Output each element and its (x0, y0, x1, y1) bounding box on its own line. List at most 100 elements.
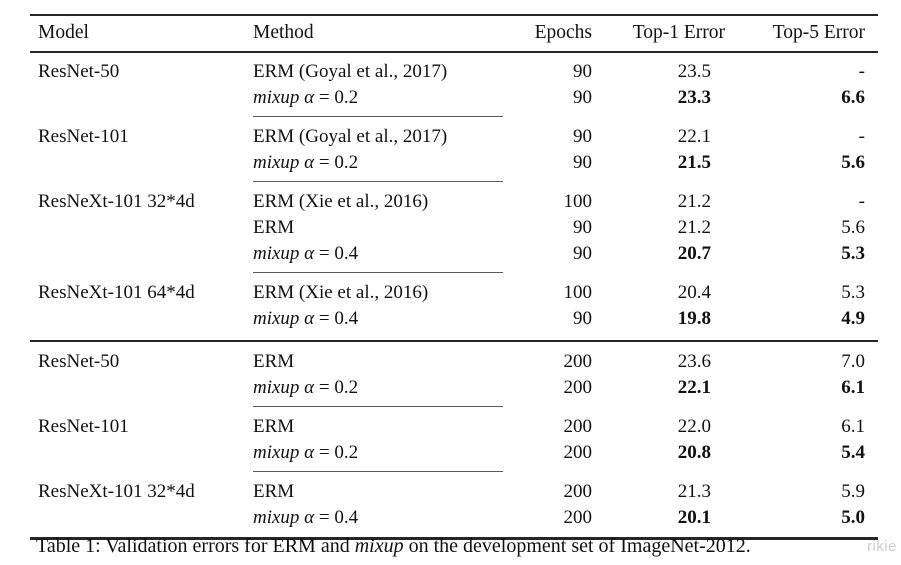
model-cell: ResNet-50 (38, 61, 120, 82)
top5-cell: 7.0 (841, 351, 865, 372)
top1-cell: 23.6 (677, 351, 711, 372)
top5-cell: 5.9 (841, 481, 865, 502)
top5-cell: 6.6 (841, 87, 865, 108)
top1-cell: 21.3 (677, 481, 711, 502)
top1-cell: 20.4 (677, 282, 711, 303)
mixup-label: mixup α (253, 377, 315, 398)
epochs-cell: 200 (563, 416, 593, 437)
epochs-cell: 100 (563, 191, 593, 212)
mixup-label: mixup α (253, 87, 315, 108)
model-cell: ResNeXt-101 32*4d (38, 481, 195, 502)
model-cell: ResNet-101 (38, 126, 129, 147)
table-caption: Table 1: Validation errors for ERM and m… (36, 533, 898, 559)
model-cell: ResNet-101 (38, 416, 129, 437)
mixup-alpha-value: = 0.4 (314, 308, 359, 329)
top1-cell: 20.1 (677, 507, 711, 528)
caption-mixup-emphasis: mixup (354, 535, 404, 557)
table-row: ResNeXt-101 64*4d ERM (Xie et al., 2016)… (30, 273, 878, 307)
model-cell (30, 440, 253, 472)
model-cell (30, 375, 253, 407)
table-row: ERM 90 21.2 5.6 (30, 215, 878, 241)
method-cell: mixup α = 0.2 (253, 440, 503, 472)
top5-cell: 4.9 (727, 306, 878, 342)
top1-cell: 20.8 (677, 442, 711, 463)
model-cell (30, 241, 253, 273)
table-row: ResNeXt-101 32*4d ERM (Xie et al., 2016)… (30, 182, 878, 216)
table-row: ResNeXt-101 32*4d ERM 200 21.3 5.9 (30, 472, 878, 506)
top5-cell: - (858, 61, 865, 82)
method-cell: ERM (Xie et al., 2016) (253, 191, 429, 212)
model-cell: ResNet-50 (38, 351, 120, 372)
epochs-cell: 200 (563, 377, 593, 398)
table-row: mixup α = 0.2 200 20.8 5.4 (30, 440, 878, 472)
model-cell (30, 85, 253, 117)
table-header-row: Model Method Epochs Top-1 Error Top-5 Er… (30, 15, 878, 53)
top5-cell: 6.1 (841, 377, 865, 398)
mixup-label: mixup α (253, 243, 315, 264)
header-model: Model (30, 15, 253, 53)
epochs-cell: 90 (573, 152, 592, 173)
method-cell: ERM (Goyal et al., 2017) (253, 61, 448, 82)
epochs-cell: 200 (563, 481, 593, 502)
table-row: mixup α = 0.4 90 20.7 5.3 (30, 241, 878, 273)
epochs-cell: 90 (573, 217, 592, 238)
top5-cell: 5.4 (841, 442, 865, 463)
header-top1-error: Top-1 Error (592, 15, 727, 53)
method-cell: mixup α = 0.2 (253, 375, 503, 407)
method-cell: ERM (253, 481, 295, 502)
method-cell: ERM (Goyal et al., 2017) (253, 126, 448, 147)
top1-cell: 20.7 (677, 243, 711, 264)
mixup-alpha-value: = 0.4 (314, 243, 359, 264)
caption-suffix: on the development set of ImageNet-2012. (403, 535, 751, 557)
top1-cell: 23.5 (677, 61, 711, 82)
watermark-text: rikie (866, 538, 897, 555)
top5-cell: 5.0 (841, 507, 865, 528)
mixup-label: mixup α (253, 308, 315, 329)
mixup-alpha-value: = 0.2 (314, 377, 359, 398)
mixup-alpha-value: = 0.2 (314, 442, 359, 463)
method-cell: mixup α = 0.4 (253, 306, 503, 342)
method-cell: mixup α = 0.4 (253, 241, 503, 273)
model-cell (30, 215, 253, 241)
epochs-cell: 90 (573, 61, 592, 82)
top1-cell: 22.0 (677, 416, 711, 437)
table-row: mixup α = 0.4 200 20.1 5.0 (30, 505, 878, 539)
header-epochs: Epochs (503, 15, 592, 53)
epochs-cell: 90 (573, 243, 592, 264)
table-row: mixup α = 0.4 90 19.8 4.9 (30, 306, 878, 342)
mixup-alpha-value: = 0.4 (314, 507, 359, 528)
top5-cell: 6.1 (841, 416, 865, 437)
top5-cell: 5.3 (841, 243, 865, 264)
results-table-container: Model Method Epochs Top-1 Error Top-5 Er… (30, 14, 878, 540)
top5-cell: 5.6 (841, 217, 865, 238)
method-cell: mixup α = 0.2 (253, 150, 503, 182)
table-row: ResNet-50 ERM 200 23.6 7.0 (30, 341, 878, 375)
table-row: mixup α = 0.2 90 23.3 6.6 (30, 85, 878, 117)
top1-cell: 23.3 (677, 87, 711, 108)
epochs-cell: 200 (563, 351, 593, 372)
epochs-cell: 90 (503, 306, 592, 342)
method-cell: ERM (253, 217, 295, 238)
model-cell (30, 150, 253, 182)
header-method: Method (253, 15, 503, 53)
table-row: mixup α = 0.2 200 22.1 6.1 (30, 375, 878, 407)
epochs-cell: 200 (563, 507, 593, 528)
table-row: ResNet-101 ERM (Goyal et al., 2017) 90 2… (30, 117, 878, 151)
epochs-cell: 100 (563, 282, 593, 303)
results-table: Model Method Epochs Top-1 Error Top-5 Er… (30, 14, 878, 540)
header-top5-error: Top-5 Error (727, 15, 878, 53)
mixup-alpha-value: = 0.2 (314, 152, 359, 173)
method-cell: ERM (253, 351, 295, 372)
epochs-cell: 90 (573, 87, 592, 108)
epochs-cell: 200 (563, 442, 593, 463)
top5-cell: 5.3 (841, 282, 865, 303)
table-row: mixup α = 0.2 90 21.5 5.6 (30, 150, 878, 182)
mixup-alpha-value: = 0.2 (314, 87, 359, 108)
table-row: ResNet-101 ERM 200 22.0 6.1 (30, 407, 878, 441)
method-cell: mixup α = 0.4 (253, 505, 503, 539)
method-cell: ERM (253, 416, 295, 437)
top1-cell: 21.2 (677, 191, 711, 212)
top5-cell: 5.6 (841, 152, 865, 173)
top1-cell: 22.1 (677, 126, 711, 147)
top5-cell: - (858, 191, 865, 212)
